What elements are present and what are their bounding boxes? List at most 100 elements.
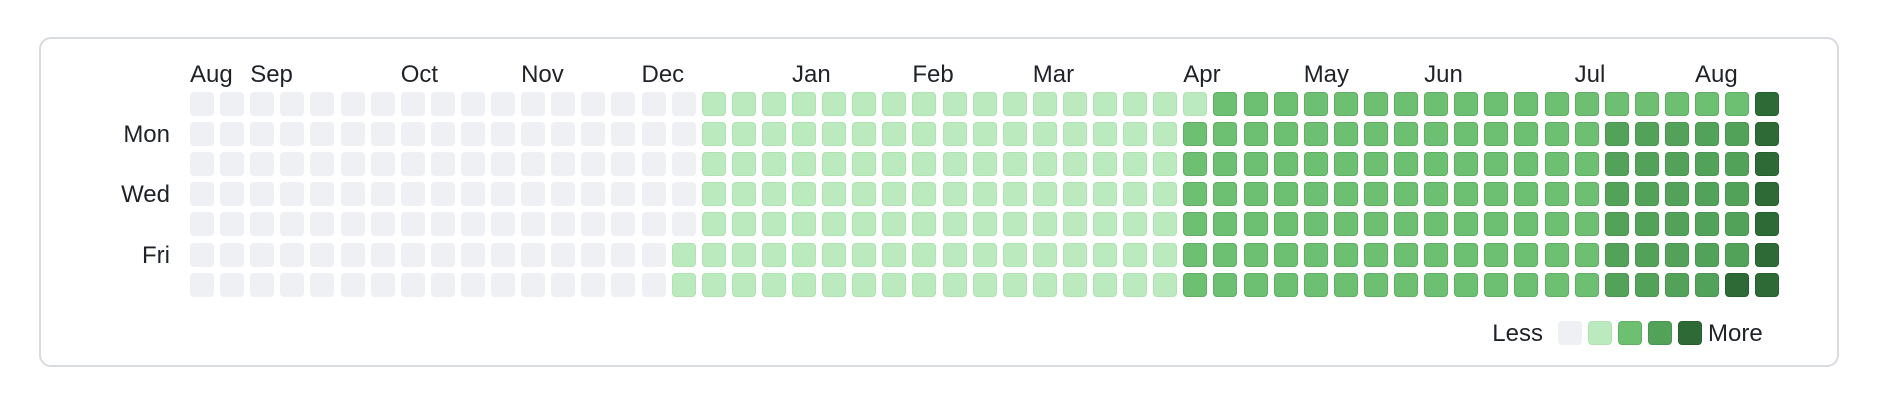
- heatmap-cell: [430, 272, 455, 297]
- heatmap-cell: [1333, 272, 1358, 297]
- heatmap-cell: [972, 122, 997, 147]
- heatmap-cell: [250, 92, 275, 116]
- heatmap-cell: [370, 272, 395, 297]
- heatmap-cell: [792, 152, 816, 177]
- heatmap-cell: [882, 122, 907, 147]
- heatmap-cell: [491, 272, 515, 297]
- heatmap-cell: [1604, 212, 1629, 237]
- heatmap-cell: [1574, 92, 1599, 116]
- heatmap-cell: [400, 212, 425, 237]
- heatmap-cell: [1454, 152, 1479, 177]
- month-label: Aug: [190, 61, 233, 88]
- heatmap-cell: [1424, 182, 1449, 207]
- heatmap-cell: [1664, 242, 1689, 267]
- heatmap-cell: [852, 212, 877, 237]
- heatmap-cell: [1002, 122, 1027, 147]
- heatmap-cell: [340, 182, 365, 207]
- heatmap-cell: [581, 92, 606, 116]
- heatmap-cell: [852, 152, 877, 177]
- heatmap-cell: [1454, 272, 1479, 297]
- heatmap-cell: [671, 212, 696, 237]
- heatmap-cell: [1695, 272, 1719, 297]
- heatmap-cell: [581, 122, 606, 147]
- heatmap-cell: [1574, 242, 1599, 267]
- heatmap-cell: [641, 212, 666, 237]
- heatmap-cell: [310, 182, 335, 207]
- heatmap-cell: [1755, 152, 1780, 177]
- heatmap-cell: [340, 92, 365, 116]
- heatmap-cell: [1303, 152, 1328, 177]
- heatmap-cell: [1725, 242, 1750, 267]
- heatmap-cell: [1093, 122, 1117, 147]
- heatmap-cell: [190, 212, 214, 237]
- heatmap-cell: [1213, 92, 1238, 116]
- heatmap-cell: [370, 92, 395, 116]
- heatmap-cell: [1664, 272, 1689, 297]
- heatmap-cell: [1394, 182, 1418, 207]
- heatmap-cell: [1484, 122, 1509, 147]
- legend-swatch: [1558, 321, 1582, 345]
- heatmap-cell: [882, 182, 907, 207]
- heatmap-cell: [792, 92, 816, 116]
- heatmap-cell: [731, 152, 756, 177]
- heatmap-cell: [611, 182, 636, 207]
- heatmap-cell: [1544, 212, 1569, 237]
- heatmap-cell: [611, 242, 636, 267]
- heatmap-cell: [972, 182, 997, 207]
- heatmap-cell: [1123, 152, 1148, 177]
- heatmap-cell: [250, 212, 275, 237]
- heatmap-cell: [731, 242, 756, 267]
- heatmap-cell: [491, 152, 515, 177]
- heatmap-cell: [1634, 92, 1659, 116]
- heatmap-cell: [1514, 212, 1539, 237]
- heatmap-cell: [972, 212, 997, 237]
- heatmap-cell: [460, 182, 485, 207]
- heatmap-cell: [1062, 122, 1087, 147]
- weekday-label: Mon: [123, 121, 170, 149]
- heatmap-cell: [1363, 152, 1388, 177]
- heatmap-cell: [912, 122, 937, 147]
- heatmap-cell: [912, 152, 937, 177]
- month-label: Aug: [1695, 61, 1738, 88]
- heatmap-cell: [521, 152, 546, 177]
- month-label: Jan: [792, 61, 831, 88]
- heatmap-cell: [1183, 92, 1208, 116]
- heatmap-cell: [1032, 242, 1057, 267]
- heatmap-cell: [1273, 122, 1298, 147]
- heatmap-cell: [761, 122, 786, 147]
- heatmap-cell: [551, 272, 576, 297]
- month-label: Sep: [250, 61, 293, 88]
- heatmap-cell: [1424, 92, 1449, 116]
- heatmap-cell: [671, 152, 696, 177]
- heatmap-cell: [1454, 212, 1479, 237]
- heatmap-cell: [370, 212, 395, 237]
- heatmap-cell: [370, 242, 395, 267]
- heatmap-cell: [581, 212, 606, 237]
- heatmap-cell: [671, 122, 696, 147]
- heatmap-cell: [1574, 152, 1599, 177]
- heatmap-cell: [1062, 272, 1087, 297]
- heatmap-cell: [912, 182, 937, 207]
- heatmap-cell: [1664, 152, 1689, 177]
- heatmap-cell: [792, 272, 816, 297]
- heatmap-cell: [641, 272, 666, 297]
- heatmap-cell: [1363, 182, 1388, 207]
- heatmap-cell: [430, 182, 455, 207]
- heatmap-cell: [1183, 242, 1208, 267]
- heatmap-cell: [190, 122, 214, 147]
- heatmap-cell: [1153, 152, 1178, 177]
- heatmap-cell: [792, 182, 816, 207]
- heatmap-cell: [220, 92, 245, 116]
- heatmap-cell: [942, 212, 967, 237]
- heatmap-cell: [491, 242, 515, 267]
- heatmap-cell: [1604, 92, 1629, 116]
- heatmap-cell: [551, 152, 576, 177]
- heatmap-cell: [250, 122, 275, 147]
- heatmap-cell: [1514, 272, 1539, 297]
- heatmap-cell: [1062, 152, 1087, 177]
- heatmap-cell: [310, 272, 335, 297]
- heatmap-cell: [1634, 122, 1659, 147]
- heatmap-cell: [1183, 212, 1208, 237]
- heatmap-cell: [1093, 212, 1117, 237]
- heatmap-cell: [1424, 242, 1449, 267]
